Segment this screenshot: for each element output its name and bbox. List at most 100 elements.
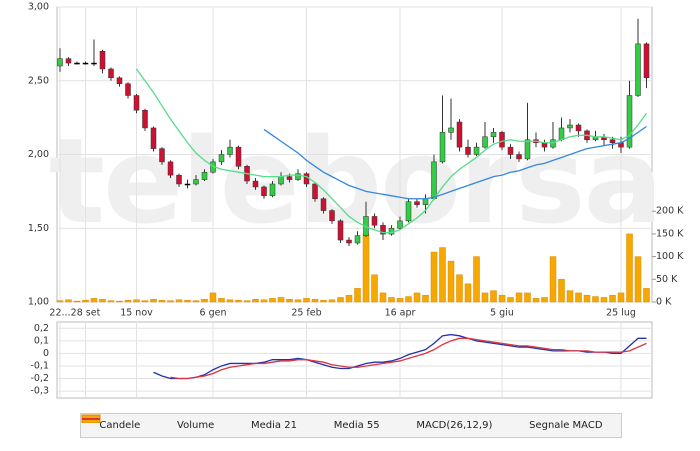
y-tick-label: 0,1 — [34, 335, 49, 346]
volume-bar — [490, 290, 497, 303]
volume-bar — [481, 292, 489, 303]
volume-bar — [575, 292, 582, 303]
volume-bar — [209, 292, 217, 303]
volume-bar — [158, 299, 166, 303]
candle-body — [643, 43, 650, 79]
volume-bar — [413, 292, 421, 303]
legend-label: Segnale MACD — [529, 420, 603, 431]
volume-bar — [354, 288, 361, 303]
candle-body — [142, 110, 148, 129]
candle-body — [261, 186, 267, 197]
y-tick-label: -0,1 — [30, 360, 49, 371]
x-tick-label: 25 feb — [291, 308, 321, 319]
candle-body — [482, 136, 488, 148]
volume-bar — [405, 296, 412, 303]
volume-bar — [439, 247, 446, 303]
volume-bar — [447, 260, 455, 303]
volume-bar — [609, 294, 616, 303]
legend-label: Media 21 — [251, 420, 297, 431]
candle-body — [346, 239, 352, 244]
volume-bar — [252, 299, 259, 303]
line-series — [153, 333, 647, 380]
candle-body — [490, 132, 497, 138]
legend-item: Segnale MACD — [82, 418, 603, 431]
volume-bar — [379, 292, 387, 303]
y-tick-label: -0,2 — [30, 373, 49, 384]
candle-body — [125, 83, 131, 96]
legend-label: Media 55 — [333, 420, 380, 431]
candle-body — [516, 154, 522, 160]
candle-body — [524, 139, 531, 160]
y2-tick-label: 150 K — [656, 228, 684, 239]
y-tick-label: 2,00 — [28, 149, 49, 160]
candle-body — [558, 127, 565, 140]
volume-bar — [422, 294, 429, 303]
legend-item: Volume — [81, 414, 214, 431]
x-tick-label: 16 apr — [385, 308, 416, 319]
volume-bar — [345, 294, 353, 303]
volume-bar — [498, 294, 506, 303]
x-tick-label: 5 giu — [490, 308, 514, 319]
line-series — [263, 125, 647, 200]
candle-body — [150, 127, 157, 149]
x-tick-label: 6 gen — [200, 308, 227, 319]
volume-bar — [643, 288, 650, 303]
candle-body — [567, 124, 573, 129]
volume-bar — [600, 297, 608, 303]
candle-body — [235, 146, 242, 167]
volume-bar — [549, 256, 557, 303]
volume-bar — [362, 233, 370, 303]
y-tick-label: -0,3 — [30, 386, 49, 397]
volume-bar — [107, 300, 115, 303]
y-tick-label: 3,00 — [28, 2, 49, 13]
y-tick-label: 0 — [43, 348, 49, 359]
x-tick-label: 25 lug — [606, 308, 636, 319]
candle-body — [456, 121, 463, 148]
candle-body — [414, 201, 420, 205]
candle-body — [431, 161, 437, 199]
candle-body — [74, 62, 80, 65]
legend-swatch — [82, 418, 100, 420]
y-tick-label: 0,2 — [34, 323, 49, 334]
watermark: teleborsa — [49, 112, 662, 250]
volume-bar — [286, 299, 293, 303]
volume-bar — [311, 299, 319, 303]
candle-body — [116, 77, 123, 84]
candle-body — [448, 127, 454, 133]
candle-body — [176, 174, 182, 185]
volume-bar — [515, 292, 523, 303]
candle-body — [227, 146, 233, 155]
volume-bar — [456, 274, 463, 303]
volume-bar — [430, 251, 438, 303]
volume-bar — [175, 299, 183, 303]
candle-body — [278, 176, 284, 185]
volume-bar — [218, 298, 225, 303]
legend-item: Media 21 — [82, 418, 297, 431]
volume-bar — [294, 299, 302, 303]
volume-bar — [592, 296, 599, 303]
y2-tick-label: 50 K — [656, 274, 678, 285]
candle-body — [422, 198, 429, 205]
candle-body — [465, 146, 471, 155]
volume-bar — [90, 298, 98, 303]
volume-bar — [337, 297, 344, 303]
y-tick-label: 1,50 — [28, 223, 49, 234]
volume-bar — [56, 300, 64, 303]
candle-body — [337, 220, 344, 241]
candle-body — [108, 68, 114, 79]
volume-bar — [124, 299, 132, 303]
volume-bar — [150, 299, 157, 303]
volume-bar — [532, 298, 540, 303]
legend-item: Candele — [82, 418, 140, 431]
volume-bar — [464, 283, 472, 303]
volume-bar — [201, 299, 208, 303]
candle-body — [91, 62, 97, 65]
volume-bar — [65, 299, 72, 303]
candle-body — [184, 183, 191, 186]
y2-tick-label: 200 K — [656, 206, 684, 217]
line-series — [170, 337, 647, 380]
y-tick-label: 2,50 — [28, 75, 49, 86]
candle-body — [57, 58, 63, 67]
candle-body — [329, 210, 335, 222]
candle-body — [439, 132, 446, 163]
